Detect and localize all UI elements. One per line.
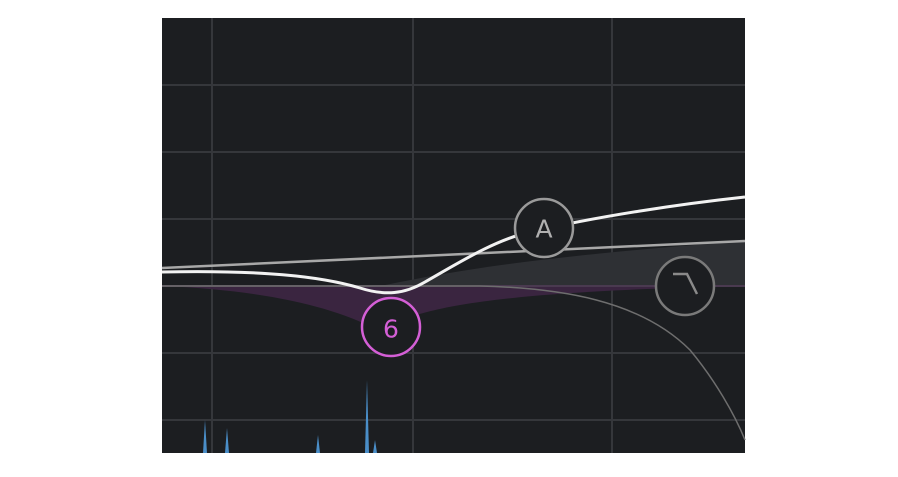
node-a[interactable]: A (513, 197, 575, 259)
node-6-label: 6 (383, 315, 399, 344)
spectrum-peak (365, 380, 369, 453)
node-a-handle[interactable] (513, 197, 575, 259)
spectrum-analyzer (203, 380, 377, 453)
band-6-fill (162, 286, 745, 330)
band-a-curve (161, 239, 746, 270)
grid (162, 18, 745, 453)
node-lowpass-handle[interactable] (654, 255, 716, 317)
spectrum-peak (316, 435, 320, 453)
spectrum-peak (203, 420, 207, 453)
main-eq-curve (161, 195, 746, 295)
node-a-label: A (535, 215, 552, 244)
node-6-handle[interactable] (360, 296, 422, 358)
spectrum-peak (373, 440, 377, 453)
band-a-fill (380, 241, 745, 286)
low-pass-filter-icon (673, 272, 699, 295)
low-pass-curve (162, 285, 746, 441)
eq-background (162, 18, 745, 453)
node-lowpass[interactable] (654, 255, 716, 317)
node-6[interactable]: 6 (360, 296, 422, 358)
spectrum-peak (225, 428, 229, 453)
